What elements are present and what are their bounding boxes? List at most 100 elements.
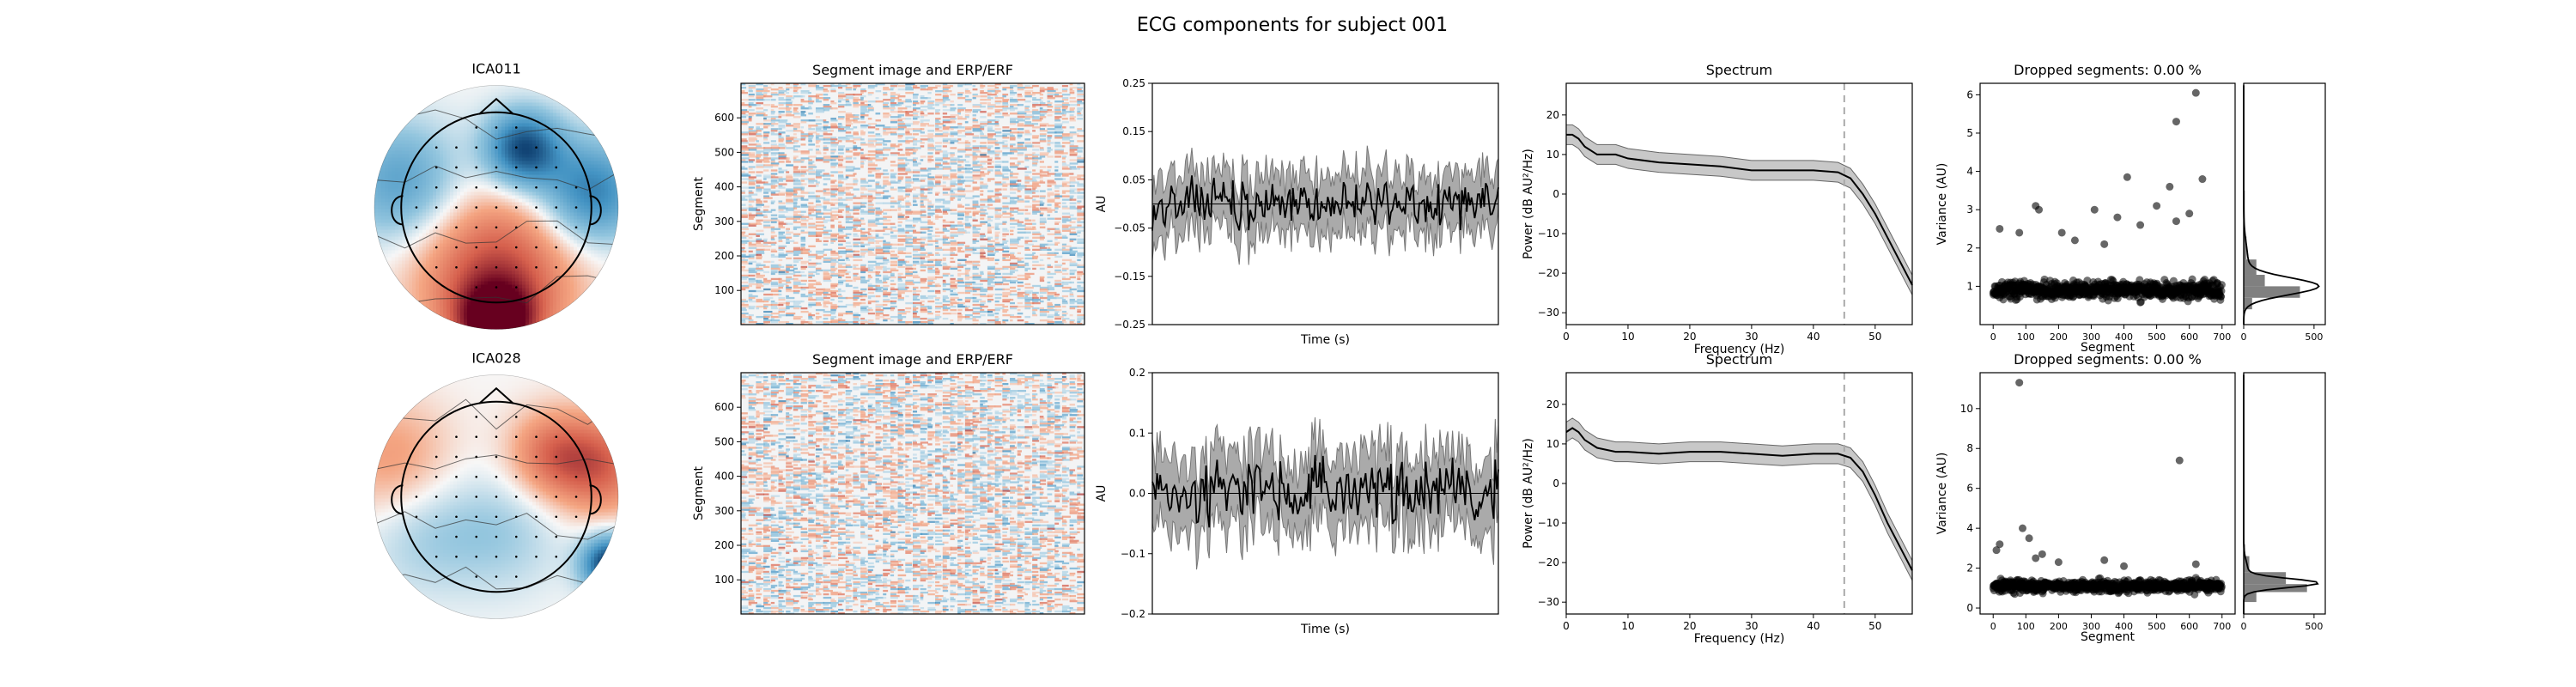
topomap-cell <box>550 181 554 185</box>
topomap-cell <box>433 222 437 227</box>
topomap-cell <box>501 126 506 131</box>
segment-image-pixel <box>741 111 750 113</box>
topomap-cell <box>550 133 554 137</box>
topomap-cell <box>556 140 561 144</box>
topomap-cell <box>560 271 564 275</box>
topomap-cell <box>580 205 585 210</box>
sensor-dot <box>535 166 538 169</box>
topomap-cell <box>574 143 578 148</box>
segment-image-pixel <box>778 107 787 110</box>
topomap-cell <box>450 291 454 295</box>
topomap-cell <box>598 133 602 137</box>
topomap-cell <box>570 102 574 106</box>
topomap-cell <box>532 257 537 261</box>
topomap-cell <box>453 312 458 316</box>
segment-image-pixel <box>980 85 986 88</box>
segment-image-pixel <box>994 102 1001 105</box>
topomap-cell <box>512 102 516 106</box>
topomap-cell <box>498 198 502 203</box>
topomap-cell <box>563 123 568 127</box>
segment-image-pixel <box>756 95 766 98</box>
topomap-cell <box>594 264 598 268</box>
topomap-cell <box>591 126 595 131</box>
topomap-cell <box>467 267 471 271</box>
topomap-cell <box>587 271 592 275</box>
topomap-cell <box>388 229 392 234</box>
topomap-cell <box>426 185 430 189</box>
topomap-cell <box>392 140 396 144</box>
topomap-cell <box>488 167 492 172</box>
topomap-cell <box>546 164 550 168</box>
topomap-cell <box>546 305 550 309</box>
segment-image-pixel <box>1054 94 1060 96</box>
topomap-cell <box>433 106 437 110</box>
topomap-cell <box>529 147 533 151</box>
topomap-cell <box>519 205 523 210</box>
topomap-cell <box>570 195 574 199</box>
topomap-cell <box>409 130 413 134</box>
topomap-cell <box>477 167 482 172</box>
topomap-cell <box>440 291 444 295</box>
topomap-cell <box>605 181 609 185</box>
topomap-cell <box>436 226 440 230</box>
topomap-cell <box>508 250 513 254</box>
topomap-cell <box>601 188 605 192</box>
topomap-cell <box>474 250 478 254</box>
topomap-cell <box>457 260 461 264</box>
topomap-cell <box>532 137 537 141</box>
topomap-cell <box>539 301 544 306</box>
topomap-cell <box>388 188 392 192</box>
topomap-cell <box>453 150 458 155</box>
topomap-cell <box>567 137 571 141</box>
segment-image-pixel <box>1024 116 1035 119</box>
topomap-cell <box>584 233 588 237</box>
topomap-cell <box>526 315 530 319</box>
segment-image-pixel <box>1017 114 1025 117</box>
topomap-cell <box>543 240 547 244</box>
topomap-cell <box>488 195 492 199</box>
topomap-cell <box>440 260 444 264</box>
topomap-cell <box>501 185 506 189</box>
segment-image-pixel <box>853 116 859 119</box>
topomap-cell <box>433 178 437 182</box>
topomap-cell <box>505 147 509 151</box>
topomap-cell <box>584 150 588 155</box>
topomap-cell <box>422 140 427 144</box>
topomap-cell <box>546 271 550 275</box>
segment-image-pixel <box>905 112 909 115</box>
topomap-cell <box>405 164 410 168</box>
topomap-cell <box>522 308 526 313</box>
topomap-cell <box>532 181 537 185</box>
topomap-cell <box>395 130 399 134</box>
topomap-cell <box>495 126 499 131</box>
topomap-cell <box>474 243 478 247</box>
segment-image-pixel <box>793 85 798 88</box>
segment-image-pixel <box>890 94 901 96</box>
topomap-cell <box>539 243 544 247</box>
topomap-cell <box>526 264 530 268</box>
topomap-cell <box>556 137 561 141</box>
topomap-cell <box>615 246 618 251</box>
topomap-cell <box>405 216 410 220</box>
segment-image-pixel <box>897 123 906 125</box>
topomap-cell <box>467 130 471 134</box>
topomap-cell <box>519 250 523 254</box>
segment-image-pixel <box>913 118 918 120</box>
topomap-cell <box>556 143 561 148</box>
topomap-cell <box>395 257 399 261</box>
topomap-cell <box>536 130 540 134</box>
topomap-cell <box>515 319 519 323</box>
segment-image-pixel <box>823 97 831 100</box>
topomap-cell <box>587 171 592 175</box>
topomap-cell <box>560 164 564 168</box>
topomap-cell <box>378 161 382 165</box>
topomap-cell <box>505 222 509 227</box>
topomap-cell <box>385 198 389 203</box>
segment-image-pixel <box>793 111 799 113</box>
topomap-cell <box>553 295 557 299</box>
topomap-cell <box>526 178 530 182</box>
topomap-cell <box>519 123 523 127</box>
topomap-cell <box>447 274 451 278</box>
segment-image-pixel <box>987 99 992 101</box>
segment-image-pixel <box>957 97 966 100</box>
